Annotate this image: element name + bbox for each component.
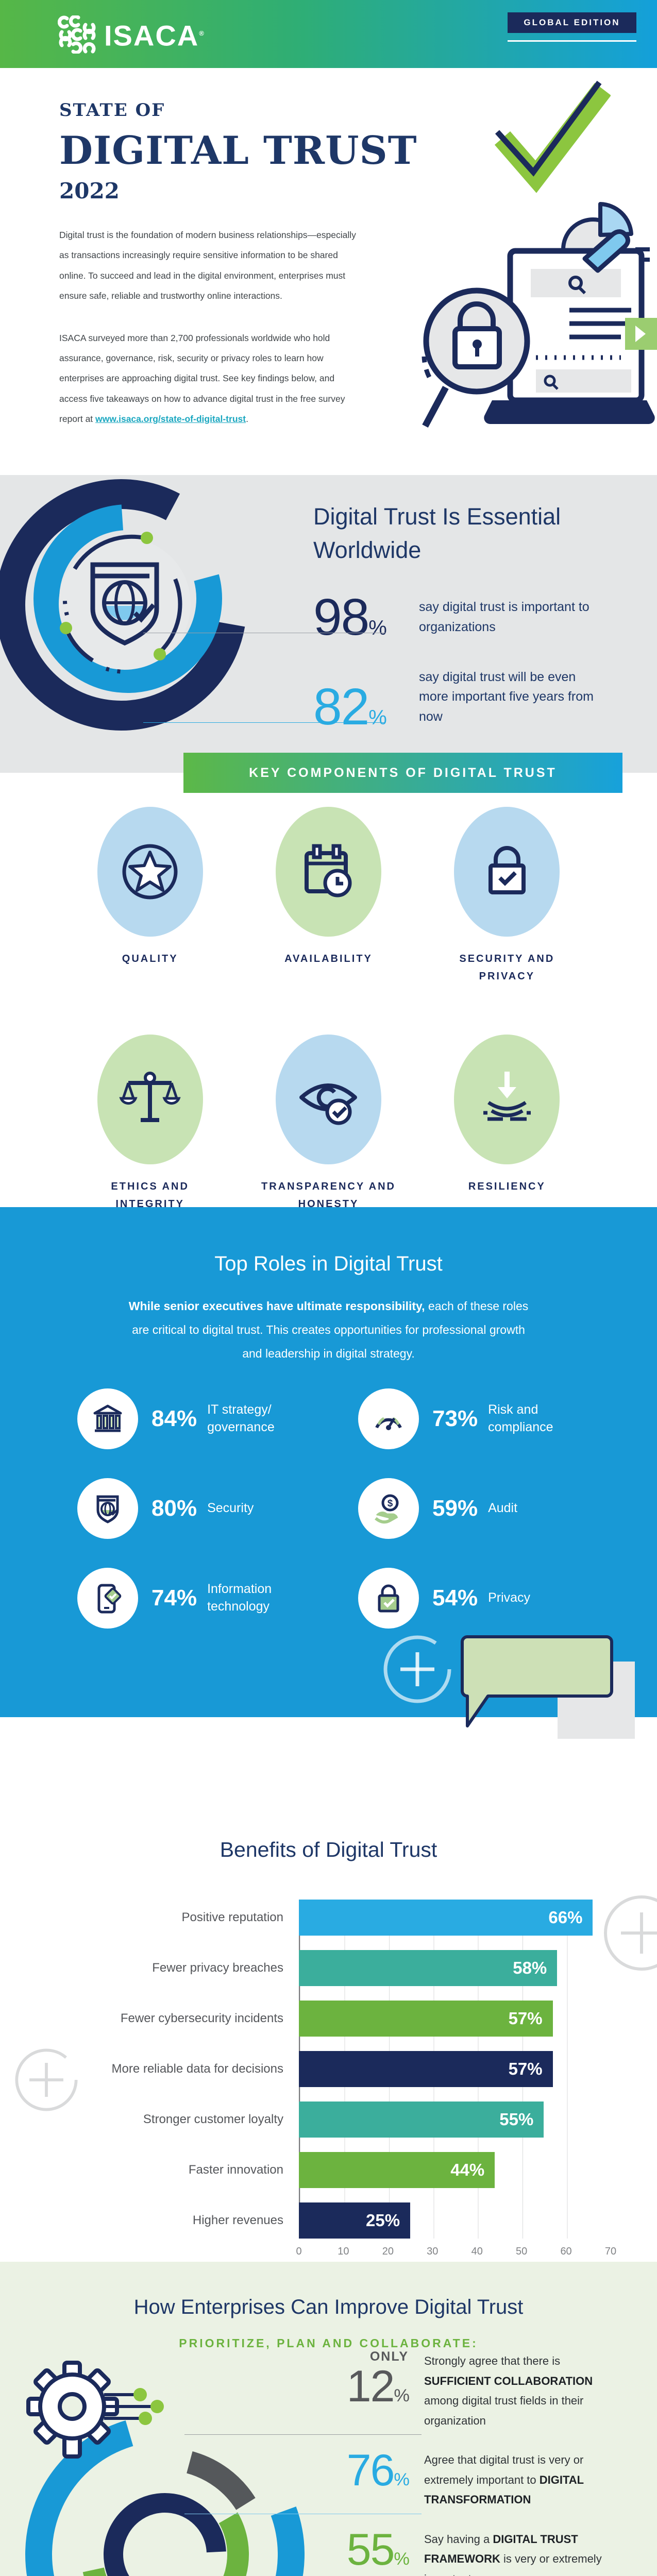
role-audit: $ 59% Audit [358, 1478, 608, 1539]
roles-intro: While senior executives have ultimate re… [128, 1299, 529, 1361]
eye-check-icon [299, 1083, 358, 1125]
role-security: 80% Security [77, 1478, 327, 1539]
padlock-icon [488, 846, 526, 894]
compress-arrow-icon [483, 1072, 531, 1121]
component-ethics: ETHICS AND INTEGRITY [78, 1035, 222, 1213]
bank-icon [93, 1404, 122, 1432]
chart-plot: Positive reputation 66% Fewer privacy brea… [57, 1900, 611, 2239]
bar-row: Fewer privacy breaches 58% [57, 1950, 611, 1987]
star-icon [122, 844, 178, 900]
shield-globe-icon [96, 1495, 119, 1523]
component-security-privacy: SECURITY AND PRIVACY [435, 807, 579, 985]
hero-kicker: STATE OF [59, 100, 165, 121]
report-link[interactable]: www.isaca.org/state-of-digital-trust [95, 414, 246, 424]
improve-stat-76: 76% Agree that digital trust is very or … [184, 2448, 612, 2514]
benefits-bar-chart: Positive reputation 66% Fewer privacy brea… [57, 1900, 616, 2257]
bar-row: Fewer cybersecurity incidents 57% [57, 2001, 611, 2037]
improve-stat-55: 55% Say having a DIGITAL TRUST FRAMEWORK… [346, 2524, 602, 2576]
role-it-strategy: 84% IT strategy/ governance [77, 1388, 327, 1450]
bar-row: More reliable data for decisions 57% [57, 2051, 611, 2088]
bar-row: Faster innovation 44% [57, 2152, 611, 2189]
essential-title: Digital Trust Is Essential Worldwide [313, 503, 561, 564]
hero-year: 2022 [59, 178, 120, 204]
brand-name: ISACA® [104, 19, 205, 52]
top-roles-section: Top Roles in Digital Trust While senior … [0, 1207, 657, 1739]
scales-icon [119, 1072, 181, 1122]
role-risk-compliance: 73% Risk and compliance [358, 1388, 608, 1450]
component-quality: QUALITY [78, 807, 222, 985]
roles-title: Top Roles in Digital Trust [214, 1252, 443, 1276]
bar-row: Stronger customer loyalty 55% [57, 2102, 611, 2138]
component-transparency: TRANSPARENCY AND HONESTY [256, 1035, 400, 1213]
component-availability: AVAILABILITY [256, 807, 400, 985]
bar-row: Positive reputation 66% [57, 1900, 611, 1936]
key-components-banner: KEY COMPONENTS OF DIGITAL TRUST [183, 753, 622, 793]
intro-paragraph-2: ISACA surveyed more than 2,700 professio… [59, 332, 345, 425]
improve-stat-12: ONLY 12% Strongly agree that there is SU… [184, 2349, 612, 2435]
improve-section: How Enterprises Can Improve Digital Trus… [0, 2262, 657, 2576]
checkmark-icon [494, 80, 611, 193]
hero-section: STATE OF DIGITAL TRUST 2022 Digital trus… [0, 68, 657, 475]
key-components-section: QUALITY AVAILABILITY [0, 773, 657, 1210]
speech-bubble-decoration [461, 1635, 635, 1739]
dollar-hand-icon: $ [375, 1494, 399, 1524]
benefits-section: Benefits of Digital Trust Positive reput… [0, 1735, 657, 2257]
chart-axis: 0 10 20 30 40 50 60 70 [296, 2246, 617, 2258]
plus-circle-decoration-left [15, 2048, 78, 2111]
shield-globe-icon [60, 532, 182, 674]
phone-shield-icon [97, 1584, 122, 1614]
stat-98: 98% say digital trust is important to or… [143, 591, 633, 643]
registered-mark: ® [199, 29, 205, 37]
stat-82: 82% say digital trust will be even more … [143, 667, 633, 733]
improve-title: How Enterprises Can Improve Digital Trus… [133, 2296, 524, 2319]
essential-section: Digital Trust Is Essential Worldwide 98%… [0, 475, 657, 793]
role-information-technology: 74% Information technology [77, 1568, 327, 1629]
global-edition-badge: GLOBAL EDITION [508, 12, 636, 42]
bar-row: Higher revenues 25% [57, 2202, 611, 2239]
laptop-security-illustration [422, 229, 657, 428]
globe-shield-ring-graphic [0, 479, 247, 731]
improve-subtitle: PRIORITIZE, PLAN AND COLLABORATE: [179, 2336, 478, 2350]
gear-donut-graphic [25, 2361, 305, 2576]
gauge-icon [375, 1417, 402, 1431]
role-privacy: 54% Privacy [358, 1568, 608, 1629]
gear-icon [26, 2361, 164, 2459]
benefits-title: Benefits of Digital Trust [220, 1838, 437, 1862]
calendar-clock-icon [305, 844, 352, 897]
intro-paragraph-1: Digital trust is the foundation of moder… [59, 230, 356, 301]
header-band: ISACA® GLOBAL EDITION [0, 0, 657, 68]
isaca-logo-icon [58, 15, 96, 54]
page-title: DIGITAL TRUST [59, 128, 417, 173]
badge-underline [508, 40, 636, 42]
component-resiliency: RESILIENCY [435, 1035, 579, 1213]
svg-text:$: $ [388, 1498, 393, 1509]
lock-check-icon [378, 1584, 399, 1613]
plus-circle-icon [383, 1635, 451, 1703]
isaca-logo: ISACA® [58, 14, 205, 55]
